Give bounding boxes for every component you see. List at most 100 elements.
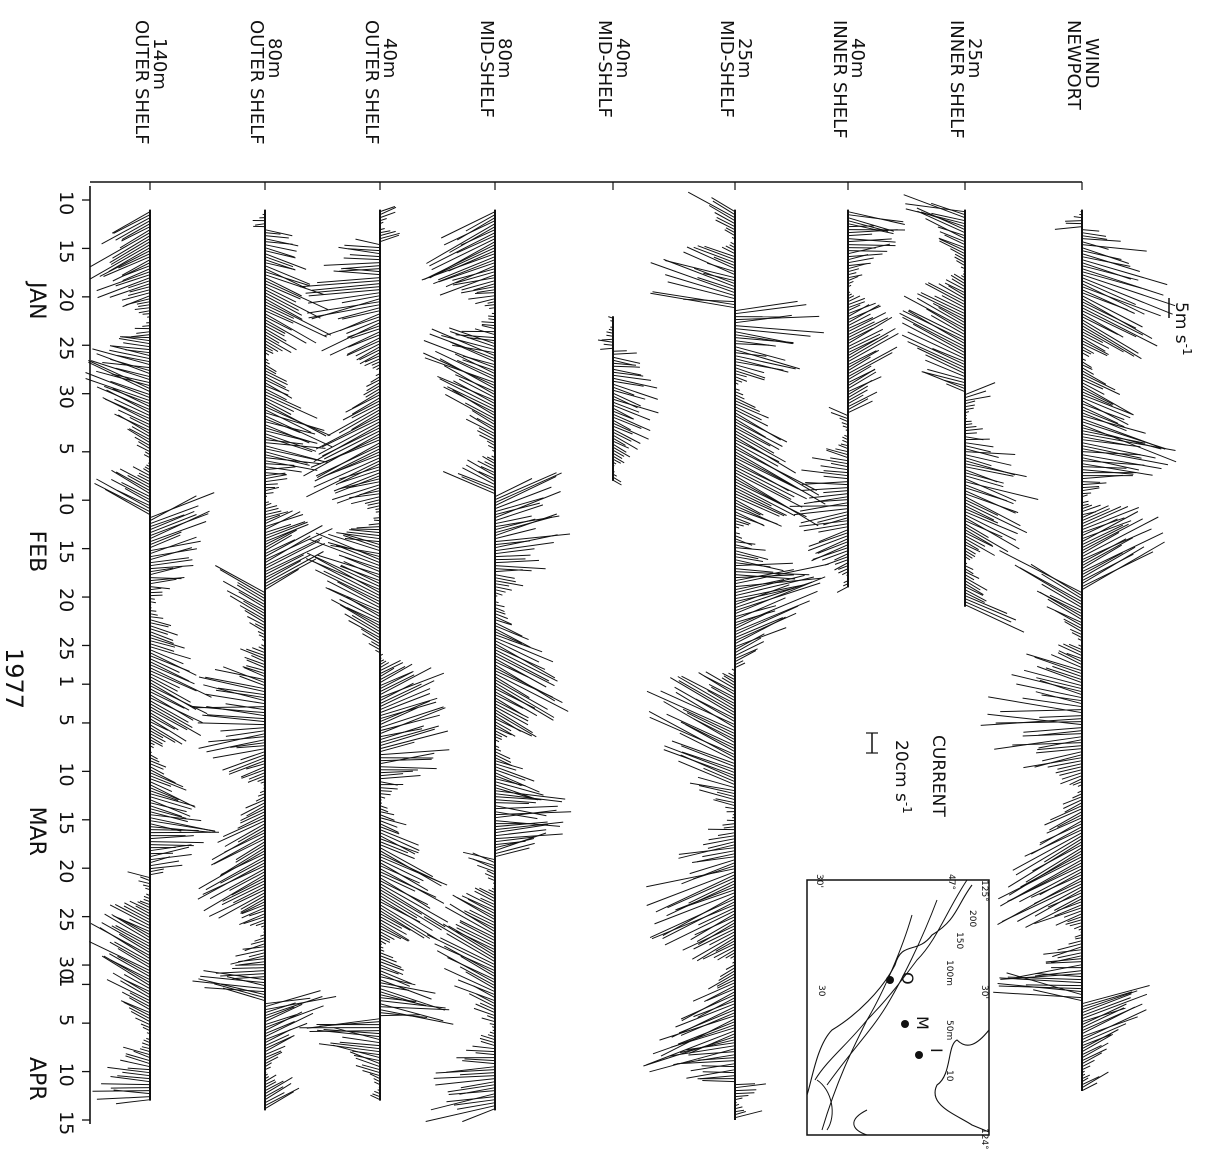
vector-stick: [1081, 415, 1146, 434]
vector-stick: [1081, 1009, 1147, 1041]
vector-stick: [102, 397, 151, 423]
vector-stick: [1081, 993, 1132, 1014]
series-label: MID-SHELF40m: [594, 20, 633, 118]
vector-stick: [1006, 972, 1083, 996]
vector-stick: [494, 781, 544, 796]
vector-stick: [1081, 531, 1120, 555]
vector-stick: [612, 446, 631, 458]
vector-stick: [149, 634, 174, 644]
vector-stick: [1081, 552, 1123, 576]
vector-stick: [149, 727, 176, 743]
vector-stick: [901, 334, 966, 366]
vector-stick: [494, 836, 535, 843]
vector-stick: [665, 260, 736, 279]
vector-stick: [442, 923, 496, 957]
vector-stick: [1081, 1029, 1119, 1050]
vector-stick: [249, 919, 266, 926]
vector-stick: [315, 415, 381, 450]
vector-stick: [489, 307, 496, 309]
vector-stick: [336, 451, 381, 472]
vector-stick: [264, 283, 301, 300]
vector-stick: [444, 945, 496, 975]
inset-coordinate-label: 124°: [979, 1128, 989, 1150]
vector-stick: [371, 641, 381, 648]
vector-stick: [734, 379, 743, 383]
vector-stick: [127, 428, 151, 444]
vector-stick: [805, 482, 849, 486]
vector-stick: [847, 328, 896, 357]
vector-stick: [237, 582, 266, 600]
vector-stick: [239, 675, 266, 687]
vector-stick: [1026, 653, 1083, 672]
vector-stick: [149, 868, 164, 873]
vector-stick: [475, 993, 496, 1005]
vector-stick: [954, 256, 966, 264]
vector-stick: [920, 292, 966, 315]
vector-stick: [264, 370, 287, 382]
vector-stick: [494, 607, 505, 613]
vector-stick: [379, 808, 389, 813]
vector-stick: [494, 709, 533, 734]
vector-stick: [222, 817, 266, 838]
vector-stick: [1055, 766, 1083, 774]
vector-stick: [439, 358, 496, 390]
vector-stick: [494, 754, 512, 763]
vector-stick: [308, 292, 381, 304]
vector-stick: [847, 243, 891, 255]
vector-stick: [264, 492, 274, 495]
vector-stick: [674, 686, 736, 723]
vector-stick: [254, 937, 266, 942]
vector-stick: [1061, 772, 1083, 780]
vector-stick: [464, 1058, 496, 1062]
vector-stick: [1058, 644, 1083, 657]
vector-stick: [484, 304, 496, 307]
vector-stick: [205, 693, 266, 705]
vector-stick: [964, 466, 1014, 477]
vector-stick: [847, 304, 870, 318]
vector-stick: [321, 418, 381, 448]
vector-stick: [379, 865, 420, 884]
vector-stick: [734, 439, 780, 463]
vector-stick: [1081, 504, 1093, 510]
vector-stick: [847, 313, 871, 327]
vector-stick: [932, 348, 966, 363]
vector-stick: [238, 591, 266, 609]
vector-stick: [260, 781, 266, 784]
vector-stick: [379, 682, 414, 702]
vector-stick: [1039, 715, 1083, 718]
vector-stick: [264, 358, 269, 362]
vector-stick: [1081, 268, 1164, 296]
vector-stick: [734, 352, 767, 357]
vector-stick: [264, 265, 311, 285]
vector-stick: [264, 271, 311, 287]
vector-stick: [1035, 691, 1083, 705]
vector-stick: [964, 559, 967, 561]
vector-stick: [149, 712, 179, 731]
vector-stick: [1081, 506, 1122, 525]
vector-stick: [124, 487, 151, 504]
vector-stick: [612, 464, 615, 467]
vector-stick: [140, 876, 151, 882]
vector-stick: [1081, 1073, 1086, 1077]
vector-stick: [430, 1093, 496, 1111]
vector-stick: [149, 495, 197, 522]
inset-coordinate-label: 30: [816, 985, 826, 997]
vector-stick: [379, 934, 391, 941]
vector-stick: [962, 273, 966, 276]
vector-stick: [327, 406, 381, 437]
vector-stick: [264, 367, 277, 375]
vector-stick: [708, 205, 736, 222]
vector-stick: [734, 526, 740, 529]
time-tick-label: 25: [55, 908, 77, 932]
vector-stick: [999, 550, 1083, 594]
vector-stick: [1081, 433, 1176, 451]
vector-stick: [1039, 679, 1083, 696]
vector-stick: [246, 763, 266, 770]
vector-stick: [847, 217, 894, 232]
vector-stick: [847, 334, 889, 360]
vector-stick: [481, 1017, 496, 1023]
vector-stick: [121, 223, 151, 240]
vector-stick: [988, 696, 1083, 714]
vector-stick: [1081, 343, 1108, 357]
vector-stick: [734, 581, 813, 609]
